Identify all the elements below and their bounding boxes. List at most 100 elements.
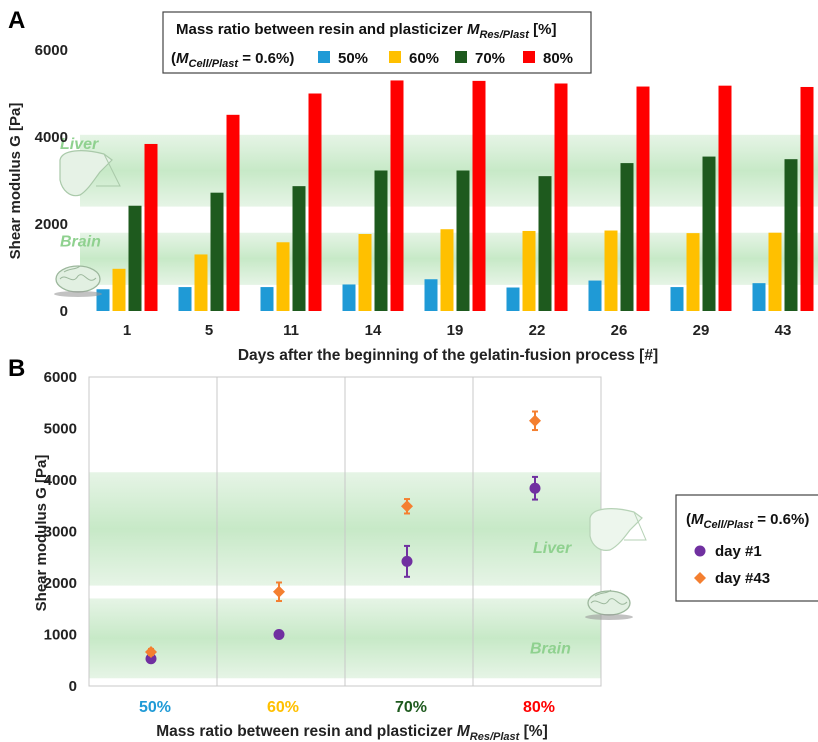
- x-tick-label: 5: [205, 322, 213, 339]
- panel-a-letter: A: [8, 7, 25, 34]
- point-day1-70pct: [401, 555, 413, 567]
- bar-70pct-day-14: [374, 170, 388, 311]
- point-day43-80pct: [529, 414, 541, 427]
- band-label-brain: Brain: [60, 234, 101, 251]
- bar-60pct-day-19: [440, 229, 454, 311]
- point-day43-70pct: [401, 500, 413, 513]
- panel-b: B Liver Brain 0 1000 2000 3000 4000 5000 6000 5…: [8, 355, 818, 742]
- brain-icon: [585, 589, 633, 620]
- bar-50pct-day-5: [178, 287, 192, 311]
- bar-60pct-day-1: [112, 268, 126, 311]
- legend-swatch: [389, 51, 401, 63]
- x-tick-label: 14: [365, 322, 382, 339]
- y-tick-label: 6000: [44, 369, 77, 386]
- y-tick-label: 4000: [35, 129, 68, 146]
- bar-70pct-day-29: [702, 156, 716, 311]
- legend-swatch: [318, 51, 330, 63]
- x-tick-label: 70%: [395, 699, 427, 716]
- liver-icon: [59, 150, 121, 197]
- panel-b-xlabel: Mass ratio between resin and plasticizer…: [156, 723, 548, 742]
- bar-60pct-day-5: [194, 254, 208, 311]
- bar-80pct-day-19: [472, 80, 486, 311]
- brain-icon: [54, 265, 102, 297]
- x-tick-label: 29: [693, 322, 710, 339]
- bar-50pct-day-29: [670, 287, 684, 311]
- x-tick-label: 1: [123, 322, 131, 339]
- y-tick-label: 0: [69, 678, 77, 695]
- bar-50pct-day-14: [342, 284, 356, 311]
- y-tick-label: 6000: [35, 42, 68, 59]
- bar-70pct-day-5: [210, 192, 224, 311]
- bar-70pct-day-1: [128, 205, 142, 311]
- legend-a-title: Mass ratio between resin and plasticizer…: [176, 21, 556, 41]
- legend-entry-label: 70%: [475, 50, 505, 67]
- legend-entry-label: 50%: [338, 50, 368, 67]
- panel-b-ylabel: Shear modulus G [Pa]: [33, 455, 50, 612]
- x-tick-label: 60%: [267, 699, 299, 716]
- y-tick-label: 0: [60, 303, 68, 320]
- panel-a: A Liver Brain 0 2000 4000 6000 1 5 11 14 19 22 26 2…: [7, 7, 818, 364]
- legend-swatch: [455, 51, 467, 63]
- bar-80pct-day-1: [144, 143, 158, 311]
- x-tick-label: 22: [529, 322, 546, 339]
- band-label-liver: Liver: [533, 540, 572, 557]
- x-tick-label: 50%: [139, 699, 171, 716]
- bar-60pct-day-11: [276, 242, 290, 311]
- panel-a-ylabel: Shear modulus G [Pa]: [7, 103, 24, 260]
- legend-marker: [694, 572, 706, 584]
- point-day1-80pct: [529, 482, 541, 494]
- y-tick-label: 2000: [35, 216, 68, 233]
- bar-70pct-day-43: [784, 159, 798, 311]
- point-day43-50pct: [145, 646, 157, 659]
- x-tick-label: 43: [775, 322, 792, 339]
- bar-80pct-day-26: [636, 86, 650, 311]
- bar-80pct-day-43: [800, 86, 814, 311]
- panel-b-letter: B: [8, 355, 25, 382]
- bar-60pct-day-14: [358, 234, 372, 311]
- point-day1-60pct: [273, 629, 285, 640]
- x-tick-label: 26: [611, 322, 628, 339]
- y-tick-label: 2000: [44, 575, 77, 592]
- y-tick-label: 1000: [44, 627, 77, 644]
- bar-50pct-day-11: [260, 287, 274, 311]
- x-tick-label: 19: [447, 322, 464, 339]
- bar-70pct-day-22: [538, 176, 552, 311]
- bar-50pct-day-43: [752, 283, 766, 311]
- bar-80pct-day-22: [554, 83, 568, 312]
- band-liver: [80, 134, 818, 207]
- panel-a-legend: Mass ratio between resin and plasticizer…: [162, 11, 592, 74]
- bar-60pct-day-43: [768, 232, 782, 311]
- legend-entry-label: day #43: [715, 570, 770, 587]
- bar-60pct-day-22: [522, 230, 536, 311]
- bar-70pct-day-26: [620, 163, 634, 311]
- band-label-brain: Brain: [530, 640, 571, 657]
- bar-50pct-day-22: [506, 287, 520, 311]
- bar-50pct-day-19: [424, 279, 438, 311]
- band-label-liver: Liver: [60, 136, 99, 153]
- bar-80pct-day-14: [390, 80, 404, 311]
- panel-b-legend: (MCell/Plast = 0.6%) day #1 day #43: [675, 494, 818, 602]
- bar-50pct-day-26: [588, 280, 602, 311]
- legend-b-cell: (MCell/Plast = 0.6%): [686, 511, 809, 531]
- x-tick-label: 11: [283, 322, 299, 339]
- bar-80pct-day-11: [308, 93, 322, 311]
- panel-a-xlabel: Days after the beginning of the gelatin-…: [238, 347, 658, 364]
- liver-icon: [589, 508, 647, 551]
- legend-marker: [694, 545, 706, 557]
- bar-70pct-day-19: [456, 170, 470, 311]
- y-tick-label: 5000: [44, 421, 77, 438]
- bar-60pct-day-29: [686, 233, 700, 311]
- bar-80pct-day-29: [718, 85, 732, 311]
- y-tick-label: 3000: [44, 524, 77, 541]
- legend-a-cell: (MCell/Plast = 0.6%): [171, 50, 294, 70]
- bar-70pct-day-11: [292, 186, 306, 311]
- y-tick-label: 4000: [44, 472, 77, 489]
- x-tick-label: 80%: [523, 699, 555, 716]
- legend-entry-label: day #1: [715, 543, 762, 560]
- legend-entry-label: 80%: [543, 50, 573, 67]
- point-day43-60pct: [273, 585, 285, 598]
- legend-entry-label: 60%: [409, 50, 439, 67]
- legend-swatch: [523, 51, 535, 63]
- bar-60pct-day-26: [604, 230, 618, 311]
